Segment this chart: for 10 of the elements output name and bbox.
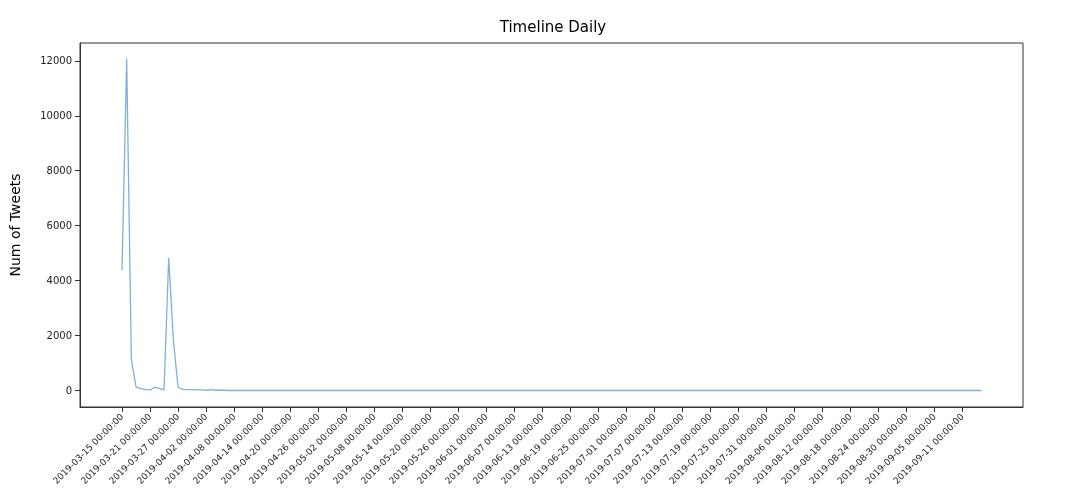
chart-title: Timeline Daily xyxy=(498,17,607,36)
y-tick-label: 4000 xyxy=(46,275,72,287)
y-tick-label: 8000 xyxy=(46,165,72,177)
y-axis-title: Num of Tweets xyxy=(7,173,23,277)
y-tick-label: 2000 xyxy=(46,330,72,342)
y-tick-label: 12000 xyxy=(40,55,72,67)
y-tick-label: 10000 xyxy=(40,110,72,122)
line-series xyxy=(121,58,982,392)
y-tick-label: 0 xyxy=(65,385,72,397)
y-tick-label: 6000 xyxy=(46,220,72,232)
